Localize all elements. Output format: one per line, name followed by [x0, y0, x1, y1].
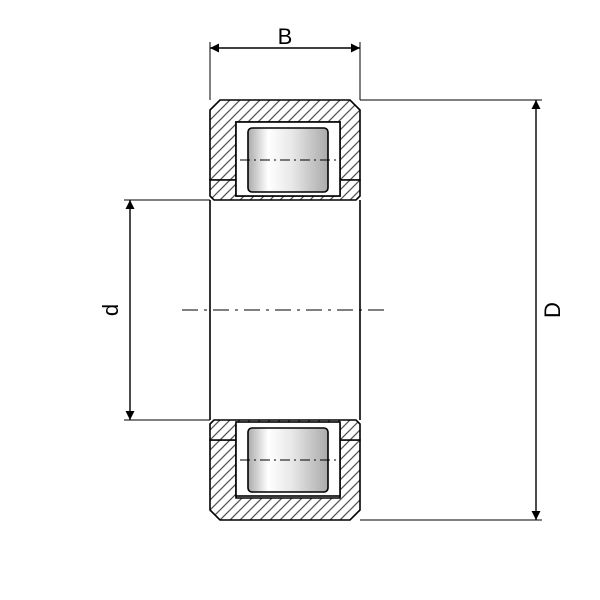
dim-label-d: d: [98, 304, 123, 316]
arrowhead: [126, 200, 135, 209]
arrowhead: [210, 44, 219, 53]
dim-label-B: B: [278, 24, 293, 49]
arrowhead: [532, 100, 541, 109]
arrowhead: [126, 411, 135, 420]
arrowhead: [351, 44, 360, 53]
dim-label-D: D: [540, 302, 565, 318]
arrowhead: [532, 511, 541, 520]
